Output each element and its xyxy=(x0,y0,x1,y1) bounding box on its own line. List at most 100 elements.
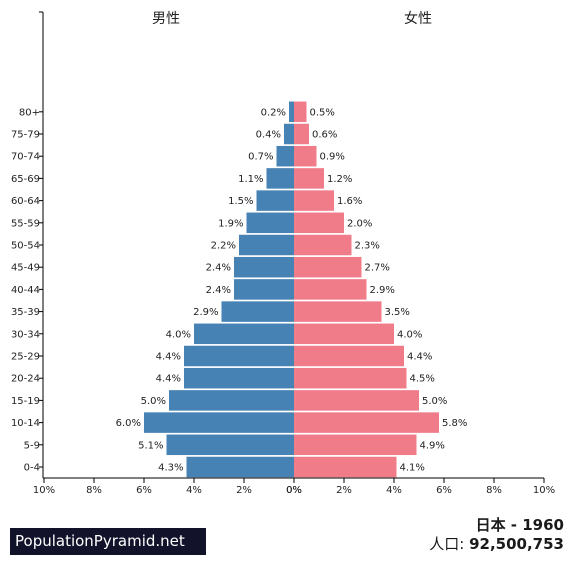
male-value-label: 2.4% xyxy=(206,263,231,274)
age-group-label: 75-79 xyxy=(11,130,40,141)
female-value-label: 0.6% xyxy=(312,130,337,141)
female-bar xyxy=(294,323,394,345)
x-tick-label-male: 6% xyxy=(136,485,152,496)
female-value-label: 4.1% xyxy=(400,463,425,474)
female-value-label: 5.0% xyxy=(422,396,447,407)
male-value-label: 0.4% xyxy=(256,130,281,141)
female-bar xyxy=(294,367,407,389)
brand-badge[interactable]: PopulationPyramid.net xyxy=(10,528,206,555)
female-value-label: 4.9% xyxy=(420,440,445,451)
age-group-label: 80+ xyxy=(19,107,40,118)
age-group-label: 20-24 xyxy=(11,374,40,385)
age-group-label: 0-4 xyxy=(24,463,40,474)
female-value-label: 4.0% xyxy=(397,329,422,340)
male-value-label: 2.9% xyxy=(193,307,218,318)
female-value-label: 0.9% xyxy=(320,152,345,163)
female-bar xyxy=(294,101,307,123)
male-value-label: 4.0% xyxy=(166,329,191,340)
x-tick-label-male: 8% xyxy=(86,485,102,496)
male-value-label: 1.5% xyxy=(228,196,253,207)
x-tick-label-female: 2% xyxy=(336,485,352,496)
male-value-label: 5.1% xyxy=(138,440,163,451)
female-value-label: 4.4% xyxy=(407,352,432,363)
female-bar xyxy=(294,256,362,278)
x-tick-label-female: 0% xyxy=(286,485,302,496)
female-value-label: 2.9% xyxy=(370,285,395,296)
female-bar xyxy=(294,434,417,456)
country-year-title: 日本 - 1960 xyxy=(475,516,564,534)
age-group-label: 45-49 xyxy=(11,263,40,274)
x-tick-label-female: 6% xyxy=(436,485,452,496)
male-value-label: 5.0% xyxy=(141,396,166,407)
x-tick-label-male: 10% xyxy=(33,485,55,496)
male-bar xyxy=(276,145,294,167)
female-value-label: 1.2% xyxy=(327,174,352,185)
male-value-label: 1.9% xyxy=(218,218,243,229)
population-total: 人口: 92,500,753 xyxy=(429,533,564,554)
male-bar xyxy=(144,412,294,433)
male-bar xyxy=(184,367,294,389)
female-value-label: 3.5% xyxy=(385,307,410,318)
population-pyramid-chart: 0-4 4.3% 4.1% 5-9 5.1% 4.9% 10-14 6.0% 5.8% 15-19… xyxy=(11,11,555,496)
male-bar xyxy=(289,101,294,123)
male-value-label: 0.2% xyxy=(261,107,286,118)
male-header: 男性 xyxy=(152,11,180,27)
age-group-label: 25-29 xyxy=(11,352,40,363)
female-bar xyxy=(294,234,352,256)
age-group-label: 30-34 xyxy=(11,329,40,340)
x-tick-label-female: 10% xyxy=(533,485,555,496)
female-bar xyxy=(294,412,439,433)
female-bar xyxy=(294,212,344,234)
age-group-label: 10-14 xyxy=(11,418,40,429)
male-value-label: 2.2% xyxy=(211,241,236,252)
male-value-label: 0.7% xyxy=(248,152,273,163)
male-bar xyxy=(234,279,294,300)
female-bar xyxy=(294,168,324,189)
female-bar xyxy=(294,123,309,145)
female-value-label: 0.5% xyxy=(310,107,335,118)
male-value-label: 4.4% xyxy=(156,352,181,363)
x-tick-label-male: 2% xyxy=(236,485,252,496)
age-group-label: 55-59 xyxy=(11,218,40,229)
male-bar xyxy=(256,190,294,211)
female-value-label: 1.6% xyxy=(337,196,362,207)
male-bar xyxy=(186,456,294,478)
female-bar xyxy=(294,145,317,167)
female-value-label: 2.7% xyxy=(365,263,390,274)
female-bar xyxy=(294,190,334,211)
male-value-label: 6.0% xyxy=(116,418,141,429)
female-bar xyxy=(294,301,382,322)
male-bar xyxy=(194,323,294,345)
male-bar xyxy=(221,301,294,322)
age-group-label: 60-64 xyxy=(11,196,40,207)
male-bar xyxy=(166,434,294,456)
female-value-label: 4.5% xyxy=(410,374,435,385)
female-header: 女性 xyxy=(404,11,432,27)
age-group-label: 35-39 xyxy=(11,307,40,318)
male-value-label: 4.3% xyxy=(158,463,183,474)
x-tick-label-male: 0% xyxy=(286,485,302,496)
female-value-label: 2.3% xyxy=(355,241,380,252)
population-label: 人口: xyxy=(429,535,465,553)
x-tick-label-female: 8% xyxy=(486,485,502,496)
age-group-label: 65-69 xyxy=(11,174,40,185)
male-value-label: 1.1% xyxy=(238,174,263,185)
female-value-label: 5.8% xyxy=(442,418,467,429)
female-bar xyxy=(294,390,419,411)
male-bar xyxy=(239,234,294,256)
male-value-label: 2.4% xyxy=(206,285,231,296)
x-tick-label-male: 4% xyxy=(186,485,202,496)
population-value: 92,500,753 xyxy=(469,535,564,553)
male-bar xyxy=(169,390,294,411)
male-bar xyxy=(234,256,294,278)
female-bar xyxy=(294,456,397,478)
age-group-label: 50-54 xyxy=(11,241,40,252)
age-group-label: 70-74 xyxy=(11,152,40,163)
age-group-label: 15-19 xyxy=(11,396,40,407)
female-bar xyxy=(294,279,367,300)
male-bar xyxy=(266,168,294,189)
male-bar xyxy=(284,123,294,145)
male-bar xyxy=(184,345,294,367)
age-group-label: 40-44 xyxy=(11,285,40,296)
female-value-label: 2.0% xyxy=(347,218,372,229)
